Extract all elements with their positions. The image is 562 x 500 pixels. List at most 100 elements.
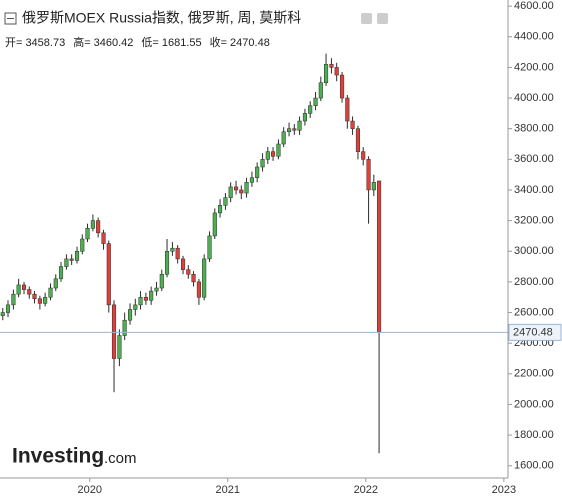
candle-body — [138, 296, 143, 306]
last-price-label: 2470.48 — [513, 326, 553, 338]
candle-body — [239, 189, 244, 194]
ohlc-label: 高= — [73, 35, 90, 49]
candle-body — [329, 64, 334, 68]
settings-icon[interactable] — [377, 13, 388, 24]
y-tick-label: 1800.00 — [514, 429, 554, 441]
candle-body — [361, 151, 366, 160]
candle-body — [64, 258, 69, 267]
ohlc-value: 3460.42 — [94, 37, 134, 49]
x-tick-label: 2022 — [354, 484, 378, 496]
candle-body — [27, 289, 32, 295]
candle-body — [366, 159, 371, 191]
candle-body — [271, 151, 276, 157]
candle-body — [377, 180, 382, 333]
visibility-icon[interactable] — [361, 13, 372, 24]
candle-body — [32, 293, 37, 299]
candle-body — [48, 287, 53, 298]
axes: 1600.001800.002000.002200.002400.002600.… — [77, 0, 562, 496]
y-tick-label: 3200.00 — [514, 215, 554, 227]
x-tick-label: 2020 — [77, 484, 101, 496]
candle-body — [58, 266, 64, 280]
candle-body — [180, 258, 186, 270]
candle-body — [111, 304, 117, 359]
x-tick-label: 2023 — [492, 484, 516, 496]
y-tick-label: 3600.00 — [514, 153, 554, 165]
candle-body — [43, 296, 48, 304]
candle-body — [228, 186, 233, 198]
candle-body — [318, 82, 323, 99]
candle-body — [302, 113, 307, 122]
chart-title: 俄罗斯MOEX Russia指数, 俄罗斯, 周, 莫斯科 — [22, 10, 301, 26]
candle-body — [164, 251, 170, 275]
candle-body — [345, 97, 350, 122]
y-tick-label: 2200.00 — [514, 368, 554, 380]
candle-body — [37, 298, 42, 304]
candle-body — [53, 278, 58, 289]
candle-body — [170, 247, 175, 252]
candle-body — [80, 238, 85, 252]
candle-body — [90, 220, 95, 229]
candle-body — [234, 186, 239, 191]
y-tick-label: 1600.00 — [514, 460, 554, 472]
candle-body — [5, 304, 11, 313]
candle-body — [217, 205, 223, 214]
candle-body — [265, 151, 270, 160]
candle-body — [186, 269, 191, 275]
candle-body — [324, 64, 329, 83]
candle-body — [69, 258, 74, 261]
candle-body — [106, 243, 111, 306]
y-tick-label: 4600.00 — [514, 0, 554, 12]
candle-body — [244, 182, 249, 194]
candle-body — [154, 287, 159, 292]
y-tick-label: 4000.00 — [514, 92, 554, 104]
ohlc-readout: 开= 3458.73 高= 3460.42 低= 1681.55 收= 2470.48 — [5, 35, 270, 49]
candle-body — [133, 304, 138, 310]
x-tick-label: 2021 — [216, 484, 240, 496]
candle-body — [11, 293, 16, 306]
candle-body — [340, 74, 345, 99]
candle-body — [175, 247, 180, 260]
candle-body — [297, 120, 302, 131]
candle-body — [16, 284, 21, 295]
candle-body — [74, 251, 80, 261]
y-tick-label: 2800.00 — [514, 276, 554, 288]
candle-body — [350, 120, 355, 129]
candle-body — [191, 273, 196, 283]
candle-body — [223, 197, 228, 206]
ohlc-label: 开= — [5, 37, 22, 49]
plot-area — [0, 53, 508, 454]
watermark-brand: Investing — [12, 445, 104, 468]
candle-body — [249, 177, 254, 183]
candle-body — [207, 235, 212, 260]
candle-body — [260, 159, 265, 168]
candle-body — [196, 281, 201, 298]
ohlc-value: 1681.55 — [162, 37, 202, 49]
candle-body — [292, 128, 297, 131]
candle-body — [255, 166, 260, 178]
candle-body — [122, 319, 127, 336]
candle-body — [281, 131, 286, 145]
y-tick-label: 2600.00 — [514, 306, 554, 318]
candle-body — [0, 312, 5, 316]
candle-body — [287, 128, 292, 133]
y-tick-label: 3800.00 — [514, 123, 554, 135]
candle-body — [127, 309, 133, 321]
ohlc-label: 收= — [210, 35, 227, 49]
candle-body — [21, 284, 27, 290]
candle-body — [159, 273, 164, 289]
candle-body — [101, 232, 106, 244]
candle-body — [149, 290, 154, 301]
collapse-icon[interactable] — [4, 12, 17, 25]
candle-body — [308, 105, 313, 114]
y-tick-label: 4200.00 — [514, 61, 554, 73]
candle-body — [96, 220, 101, 234]
watermark-suffix: .com — [104, 450, 137, 467]
candle-body — [212, 212, 217, 237]
ohlc-value: 2470.48 — [230, 37, 270, 49]
candle-body — [334, 67, 339, 76]
candle-body — [85, 228, 90, 240]
y-tick-label: 3000.00 — [514, 245, 554, 257]
candle-body — [276, 143, 281, 157]
